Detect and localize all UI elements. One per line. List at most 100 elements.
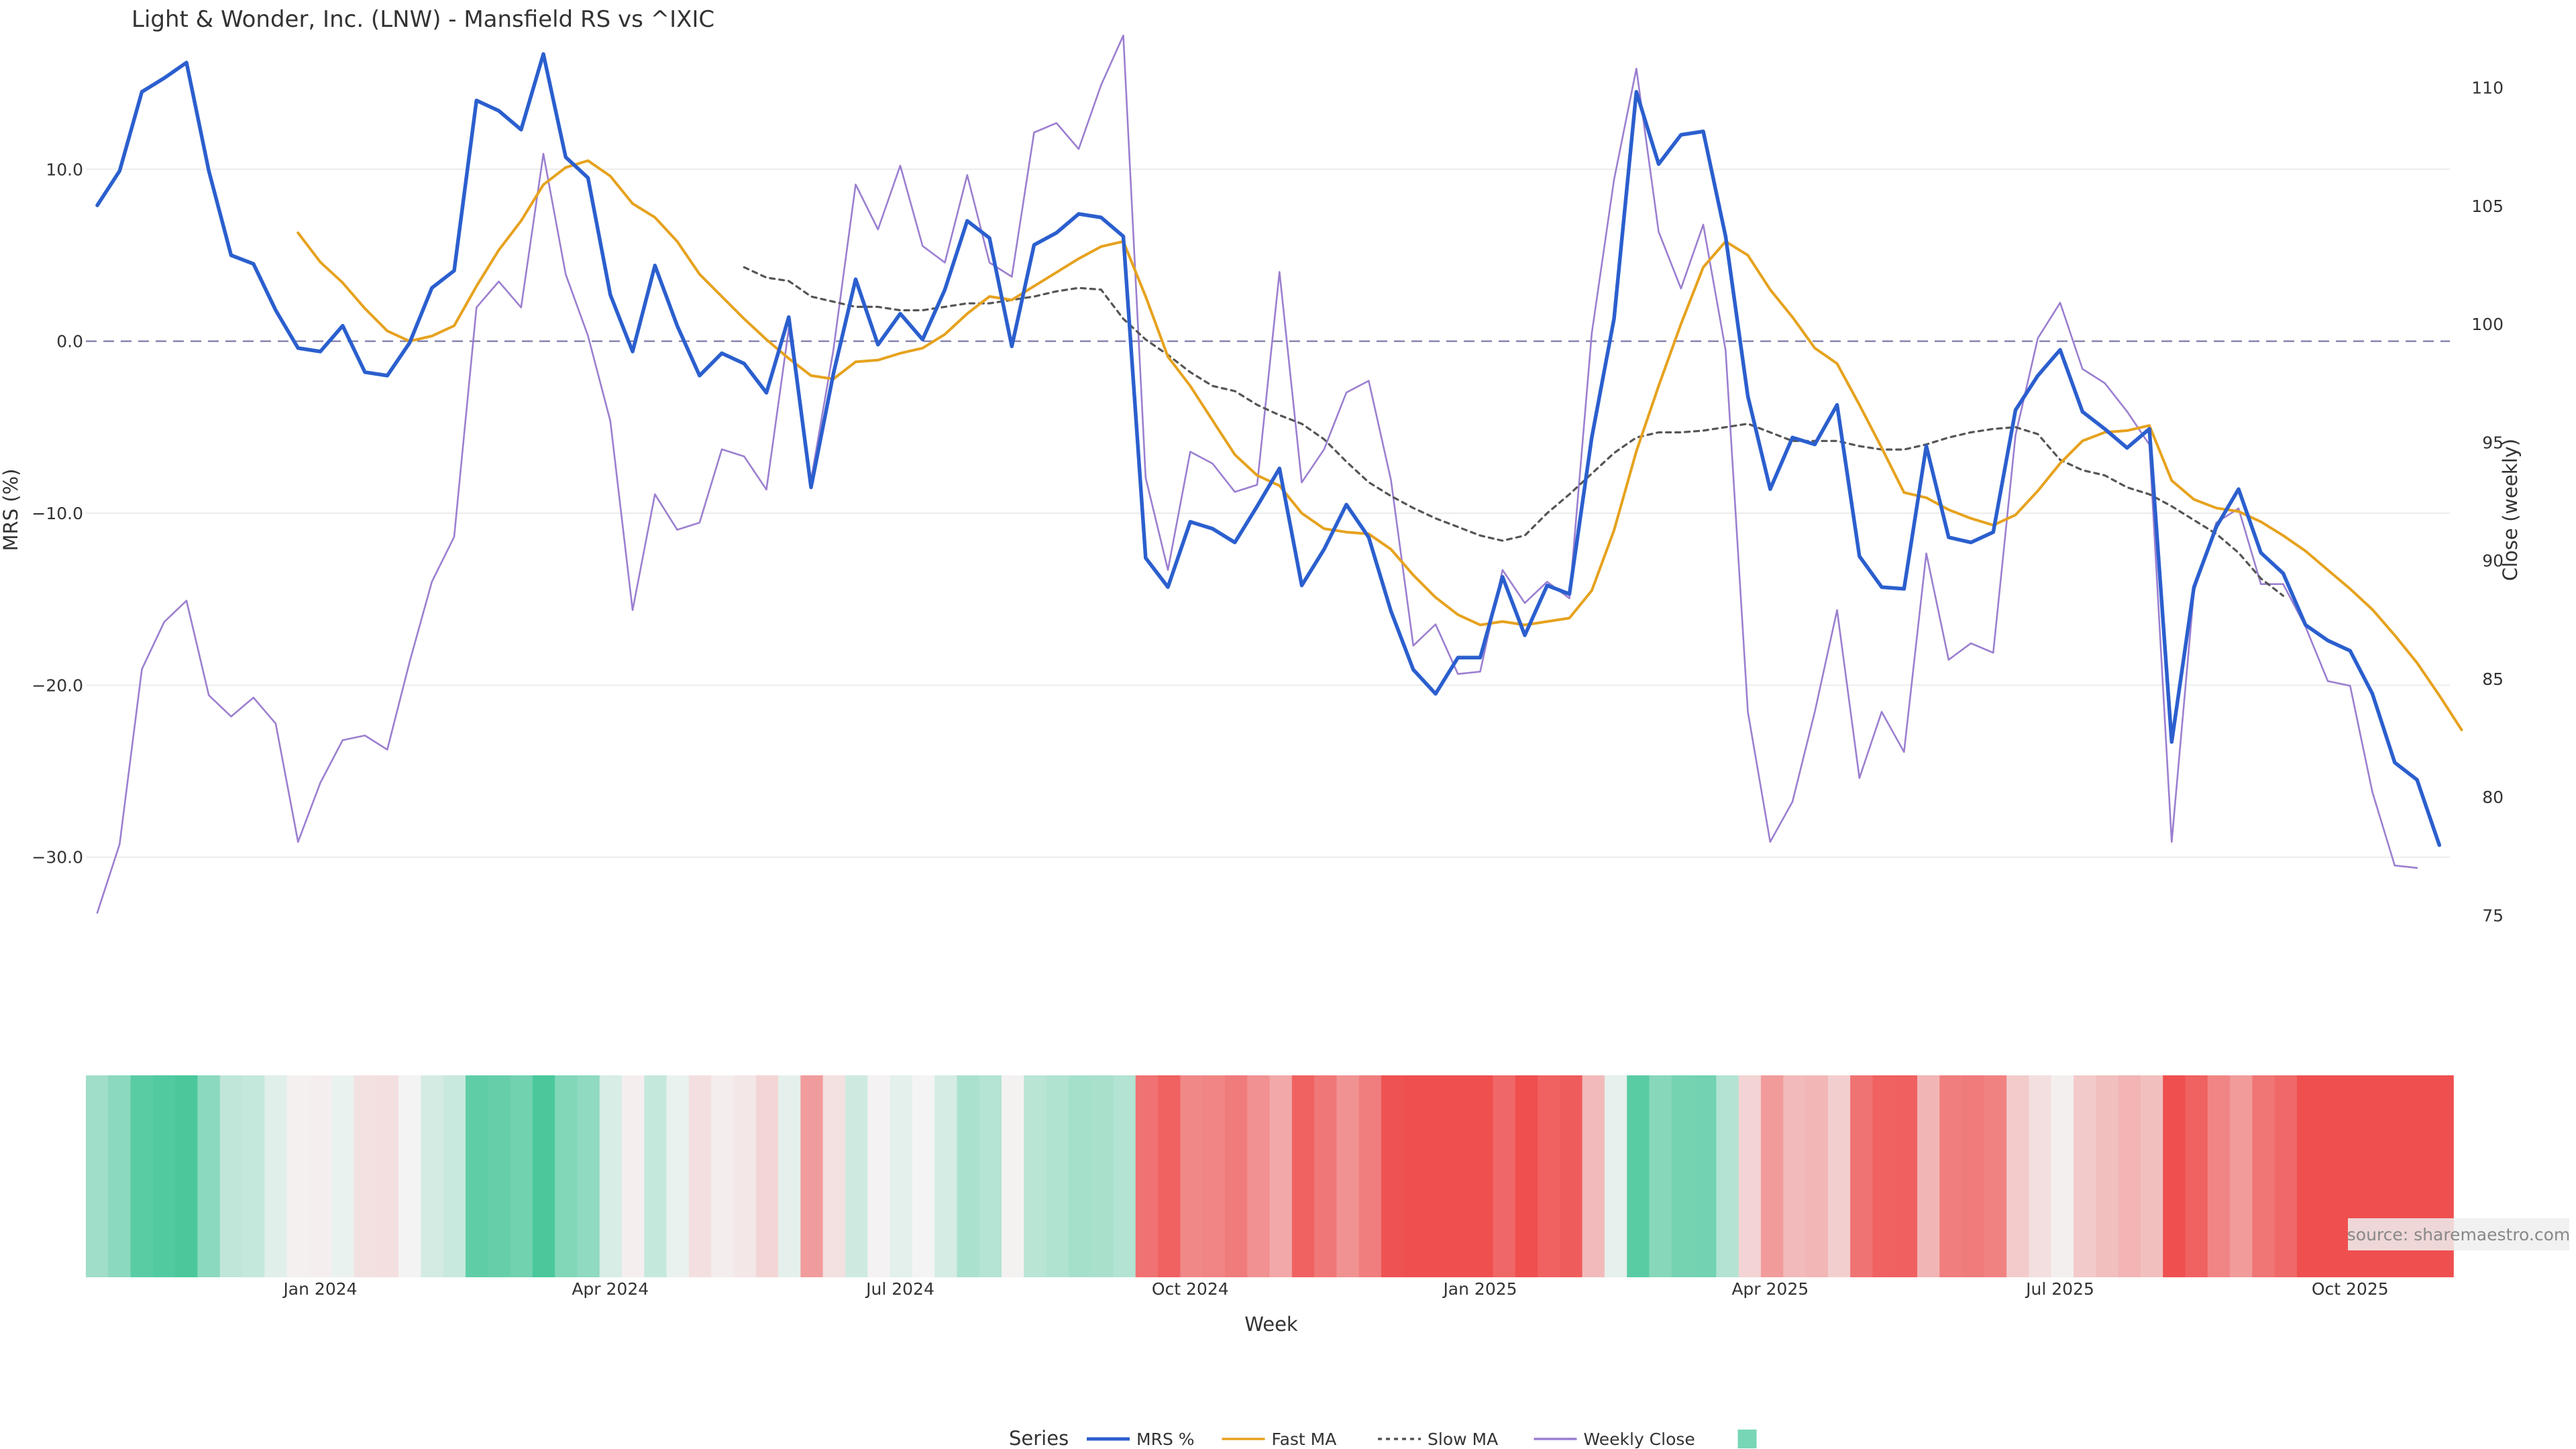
- y-right-tick-label: 80: [2482, 788, 2504, 807]
- heatmap-cell: [86, 1075, 109, 1277]
- y-axis-right-title: Close (weekly): [2499, 439, 2522, 581]
- heatmap-cell: [778, 1075, 802, 1277]
- heatmap-cell: [1202, 1075, 1226, 1277]
- legend: Series MRS % Fast MA Slow MA Weekly Close: [1009, 1427, 1757, 1449]
- heatmap-cell: [242, 1075, 266, 1277]
- y-left-tick-label: −30.0: [32, 848, 83, 867]
- y-right-tick-label: 85: [2482, 669, 2504, 689]
- chart-title: Light & Wonder, Inc. (LNW) - Mansfield R…: [131, 6, 714, 33]
- heatmap-cell: [1113, 1075, 1136, 1277]
- heatmap-cell: [555, 1075, 578, 1277]
- heatmap-cell: [755, 1075, 779, 1277]
- heatmap-cell: [510, 1075, 533, 1277]
- legend-label: Fast MA: [1272, 1430, 1337, 1449]
- heatmap-cell: [979, 1075, 1002, 1277]
- heatmap-cell: [599, 1075, 623, 1277]
- heatmap-cell: [957, 1075, 980, 1277]
- heatmap-cell: [867, 1075, 891, 1277]
- heatmap-cell: [1224, 1075, 1248, 1277]
- heatmap-cell: [1894, 1075, 1918, 1277]
- heatmap-cell: [1180, 1075, 1203, 1277]
- x-axis-title: Week: [1244, 1313, 1298, 1336]
- heatmap-cell: [1269, 1075, 1293, 1277]
- x-tick-label: Jul 2024: [865, 1279, 934, 1299]
- heatmap-cell: [2163, 1075, 2186, 1277]
- heatmap-cell: [934, 1075, 958, 1277]
- heatmap-cell: [219, 1075, 243, 1277]
- heatmap-cell: [688, 1075, 712, 1277]
- x-tick-label: Oct 2025: [2312, 1279, 2389, 1299]
- series-layer: [95, 34, 2463, 914]
- heatmap-cell: [1068, 1075, 1091, 1277]
- heatmap-cell: [1091, 1075, 1114, 1277]
- heatmap-cell: [1627, 1075, 1650, 1277]
- weekly-close-line: [96, 34, 2418, 914]
- heatmap-cell: [1962, 1075, 1985, 1277]
- y-left-tick-label: −20.0: [32, 676, 83, 695]
- heatmap-cell: [666, 1075, 690, 1277]
- heatmap-cell: [264, 1075, 288, 1277]
- heatmap-cell: [1158, 1075, 1181, 1277]
- heatmap-cell: [1291, 1075, 1315, 1277]
- heatmap-cell: [1426, 1075, 1449, 1277]
- heatmap-cell: [108, 1075, 131, 1277]
- heatmap-cell: [1024, 1075, 1047, 1277]
- heatmap-cell: [1649, 1075, 1672, 1277]
- legend-label: Slow MA: [1428, 1430, 1498, 1449]
- heatmap-cell: [421, 1075, 444, 1277]
- heatmap-cell: [890, 1075, 913, 1277]
- heatmap-cell: [443, 1075, 466, 1277]
- heatmap-cell: [711, 1075, 735, 1277]
- heatmap-cell: [1760, 1075, 1784, 1277]
- heatmap-cell: [733, 1075, 757, 1277]
- heatmap-cell: [2051, 1075, 2074, 1277]
- y-right-tick-label: 95: [2482, 433, 2504, 452]
- heatmap-cell: [1805, 1075, 1829, 1277]
- y-left-tick-label: 0.0: [56, 332, 83, 352]
- x-tick-label: Oct 2024: [1152, 1279, 1229, 1299]
- heatmap-cell: [2319, 1075, 2343, 1277]
- heatmap-cell: [644, 1075, 667, 1277]
- heatmap-cell: [912, 1075, 935, 1277]
- fast-ma-line: [297, 159, 2463, 731]
- heatmap-cell: [2252, 1075, 2275, 1277]
- heatmap-cell: [2118, 1075, 2141, 1277]
- heatmap-cell: [1046, 1075, 1069, 1277]
- heatmap-cell: [1403, 1075, 1427, 1277]
- x-tick-label: Apr 2025: [1731, 1279, 1809, 1299]
- slow-ma-line: [743, 266, 2285, 597]
- heatmap-cell: [331, 1075, 355, 1277]
- heatmap-cell: [2006, 1075, 2030, 1277]
- x-axis-ticks: Jan 2024 Apr 2024 Jul 2024 Oct 2024 Jan 2025…: [282, 1279, 2388, 1299]
- x-tick-label: Apr 2024: [572, 1279, 649, 1299]
- heatmap-cell: [354, 1075, 377, 1277]
- heatmap-strip: [86, 1075, 2454, 1277]
- source-label: source: sharemaestro.com: [2347, 1225, 2571, 1244]
- heatmap-cell: [1783, 1075, 1807, 1277]
- heatmap-cell: [465, 1075, 489, 1277]
- heatmap-cell: [577, 1075, 600, 1277]
- heatmap-cell: [1582, 1075, 1605, 1277]
- heatmap-cell: [1001, 1075, 1025, 1277]
- heatmap-cell: [286, 1075, 310, 1277]
- heatmap-cell: [1515, 1075, 1538, 1277]
- heatmap-cell: [398, 1075, 422, 1277]
- heatmap-cell: [1850, 1075, 1874, 1277]
- source-badge-background: [2348, 1218, 2569, 1250]
- heatmap-cell: [376, 1075, 399, 1277]
- heatmap-cell: [1917, 1075, 1941, 1277]
- heatmap-cell: [2230, 1075, 2253, 1277]
- y-axis-left-ticks: 10.0 0.0 −10.0 −20.0 −30.0: [32, 160, 83, 867]
- heatmap-cell: [845, 1075, 869, 1277]
- heatmap-cell: [1694, 1075, 1717, 1277]
- y-right-tick-label: 90: [2482, 551, 2504, 571]
- heatmap-cell: [1247, 1075, 1271, 1277]
- y-left-tick-label: 10.0: [46, 160, 83, 179]
- mrs-line: [95, 52, 2442, 847]
- legend-label: Weekly Close: [1584, 1430, 1695, 1449]
- heatmap-cell: [488, 1075, 511, 1277]
- heatmap-cell: [152, 1075, 176, 1277]
- y-right-tick-label: 100: [2471, 315, 2504, 334]
- heatmap-cell: [822, 1075, 846, 1277]
- heatmap-cell: [197, 1075, 221, 1277]
